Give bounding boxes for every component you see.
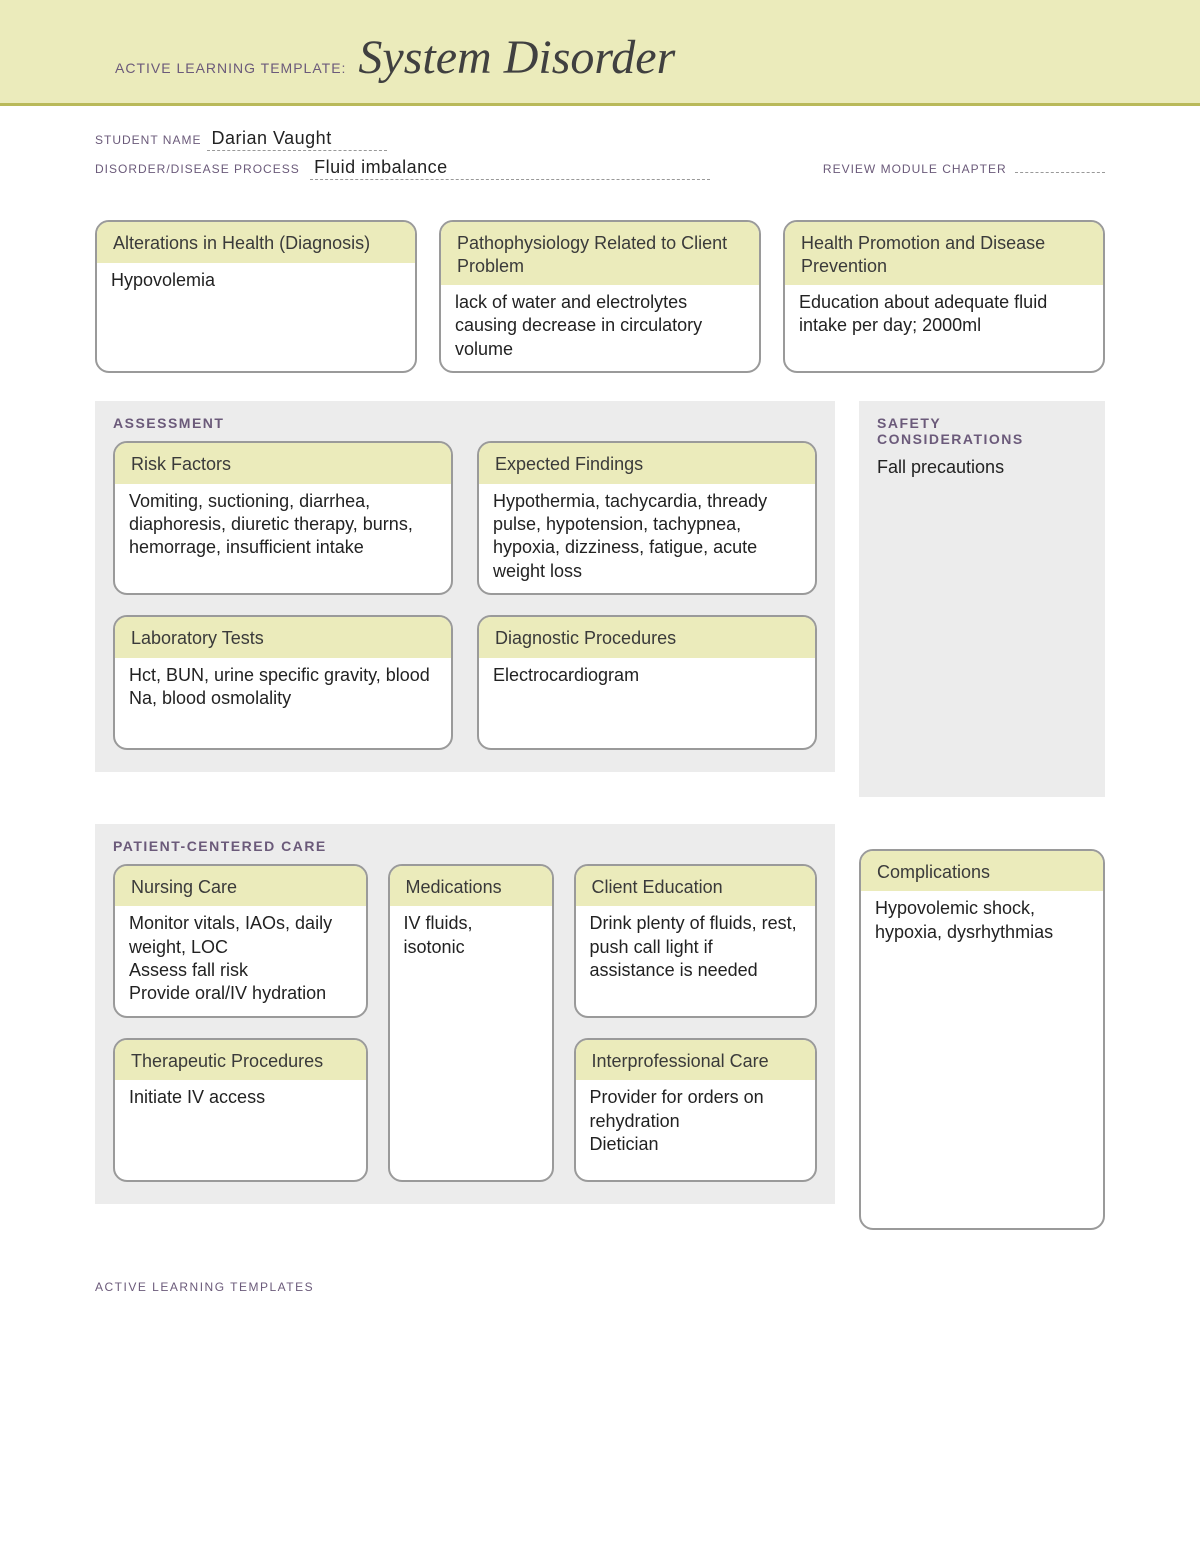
diagnostic-procedures-title: Diagnostic Procedures bbox=[479, 617, 815, 658]
therapeutic-procedures-body: Initiate IV access bbox=[115, 1080, 366, 1180]
safety-title: SAFETY CONSIDERATIONS bbox=[877, 415, 1087, 447]
main-columns: ASSESSMENT Risk Factors Vomiting, suctio… bbox=[95, 401, 1105, 1230]
pcc-grid: Nursing Care Monitor vitals, IAOs, daily… bbox=[113, 864, 817, 1183]
risk-factors-body: Vomiting, suctioning, diarrhea, diaphore… bbox=[115, 484, 451, 574]
disorder-value: Fluid imbalance bbox=[310, 157, 710, 180]
patient-centered-care-section: PATIENT-CENTERED CARE Nursing Care Monit… bbox=[95, 824, 835, 1205]
banner-title: System Disorder bbox=[358, 30, 675, 85]
meta-disorder-row: DISORDER/DISEASE PROCESS Fluid imbalance… bbox=[95, 157, 1105, 180]
banner-inner: ACTIVE LEARNING TEMPLATE: System Disorde… bbox=[95, 30, 1105, 85]
medications-title: Medications bbox=[390, 866, 552, 907]
disorder-left: DISORDER/DISEASE PROCESS Fluid imbalance bbox=[95, 157, 710, 180]
medications-body: IV fluids, isotonic bbox=[390, 906, 552, 1006]
interprofessional-care-title: Interprofessional Care bbox=[576, 1040, 815, 1081]
review-right: REVIEW MODULE CHAPTER bbox=[823, 159, 1105, 176]
health-promotion-body: Education about adequate fluid intake pe… bbox=[785, 285, 1103, 348]
client-education-body: Drink plenty of fluids, rest, push call … bbox=[576, 906, 815, 1006]
disorder-label: DISORDER/DISEASE PROCESS bbox=[95, 162, 300, 176]
safety-body: Fall precautions bbox=[877, 457, 1087, 478]
review-blank bbox=[1015, 159, 1105, 173]
assessment-section: ASSESSMENT Risk Factors Vomiting, suctio… bbox=[95, 401, 835, 772]
diagnostic-procedures-card: Diagnostic Procedures Electrocardiogram bbox=[477, 615, 817, 750]
student-name-value: Darian Vaught bbox=[207, 128, 387, 151]
medications-card: Medications IV fluids, isotonic bbox=[388, 864, 554, 1183]
expected-findings-body: Hypothermia, tachycardia, thready pulse,… bbox=[479, 484, 815, 594]
alterations-card: Alterations in Health (Diagnosis) Hypovo… bbox=[95, 220, 417, 373]
student-name-label: STUDENT NAME bbox=[95, 133, 201, 147]
footer-text: ACTIVE LEARNING TEMPLATES bbox=[95, 1280, 1105, 1294]
assessment-grid: Risk Factors Vomiting, suctioning, diarr… bbox=[113, 441, 817, 750]
alterations-body: Hypovolemia bbox=[97, 263, 415, 323]
pathophysiology-body: lack of water and electrolytes causing d… bbox=[441, 285, 759, 371]
complications-body: Hypovolemic shock, hypoxia, dysrhythmias bbox=[861, 891, 1103, 1091]
top-cards: Alterations in Health (Diagnosis) Hypovo… bbox=[95, 220, 1105, 373]
complications-title: Complications bbox=[861, 851, 1103, 892]
meta-student-row: STUDENT NAME Darian Vaught bbox=[95, 128, 1105, 151]
laboratory-tests-body: Hct, BUN, urine specific gravity, blood … bbox=[115, 658, 451, 748]
nursing-care-body: Monitor vitals, IAOs, daily weight, LOC … bbox=[115, 906, 366, 1016]
page: ACTIVE LEARNING TEMPLATE: System Disorde… bbox=[0, 0, 1200, 1334]
expected-findings-card: Expected Findings Hypothermia, tachycard… bbox=[477, 441, 817, 595]
laboratory-tests-card: Laboratory Tests Hct, BUN, urine specifi… bbox=[113, 615, 453, 750]
alterations-title: Alterations in Health (Diagnosis) bbox=[97, 222, 415, 263]
content: STUDENT NAME Darian Vaught DISORDER/DISE… bbox=[95, 106, 1105, 1230]
risk-factors-card: Risk Factors Vomiting, suctioning, diarr… bbox=[113, 441, 453, 595]
laboratory-tests-title: Laboratory Tests bbox=[115, 617, 451, 658]
interprofessional-care-card: Interprofessional Care Provider for orde… bbox=[574, 1038, 817, 1183]
client-education-title: Client Education bbox=[576, 866, 815, 907]
therapeutic-procedures-card: Therapeutic Procedures Initiate IV acces… bbox=[113, 1038, 368, 1183]
health-promotion-title: Health Promotion and Disease Prevention bbox=[785, 222, 1103, 285]
nursing-care-card: Nursing Care Monitor vitals, IAOs, daily… bbox=[113, 864, 368, 1018]
pathophysiology-title: Pathophysiology Related to Client Proble… bbox=[441, 222, 759, 285]
interprofessional-care-body: Provider for orders on rehydration Dieti… bbox=[576, 1080, 815, 1180]
risk-factors-title: Risk Factors bbox=[115, 443, 451, 484]
right-column: SAFETY CONSIDERATIONS Fall precautions C… bbox=[859, 401, 1105, 1230]
client-education-card: Client Education Drink plenty of fluids,… bbox=[574, 864, 817, 1018]
pcc-title: PATIENT-CENTERED CARE bbox=[113, 838, 817, 854]
health-promotion-card: Health Promotion and Disease Prevention … bbox=[783, 220, 1105, 373]
banner: ACTIVE LEARNING TEMPLATE: System Disorde… bbox=[0, 0, 1200, 106]
review-label: REVIEW MODULE CHAPTER bbox=[823, 162, 1007, 176]
safety-section: SAFETY CONSIDERATIONS Fall precautions bbox=[859, 401, 1105, 797]
banner-label: ACTIVE LEARNING TEMPLATE: bbox=[115, 60, 346, 76]
therapeutic-procedures-title: Therapeutic Procedures bbox=[115, 1040, 366, 1081]
left-column: ASSESSMENT Risk Factors Vomiting, suctio… bbox=[95, 401, 835, 1230]
nursing-care-title: Nursing Care bbox=[115, 866, 366, 907]
complications-card: Complications Hypovolemic shock, hypoxia… bbox=[859, 849, 1105, 1231]
diagnostic-procedures-body: Electrocardiogram bbox=[479, 658, 815, 748]
expected-findings-title: Expected Findings bbox=[479, 443, 815, 484]
assessment-title: ASSESSMENT bbox=[113, 415, 817, 431]
pathophysiology-card: Pathophysiology Related to Client Proble… bbox=[439, 220, 761, 373]
